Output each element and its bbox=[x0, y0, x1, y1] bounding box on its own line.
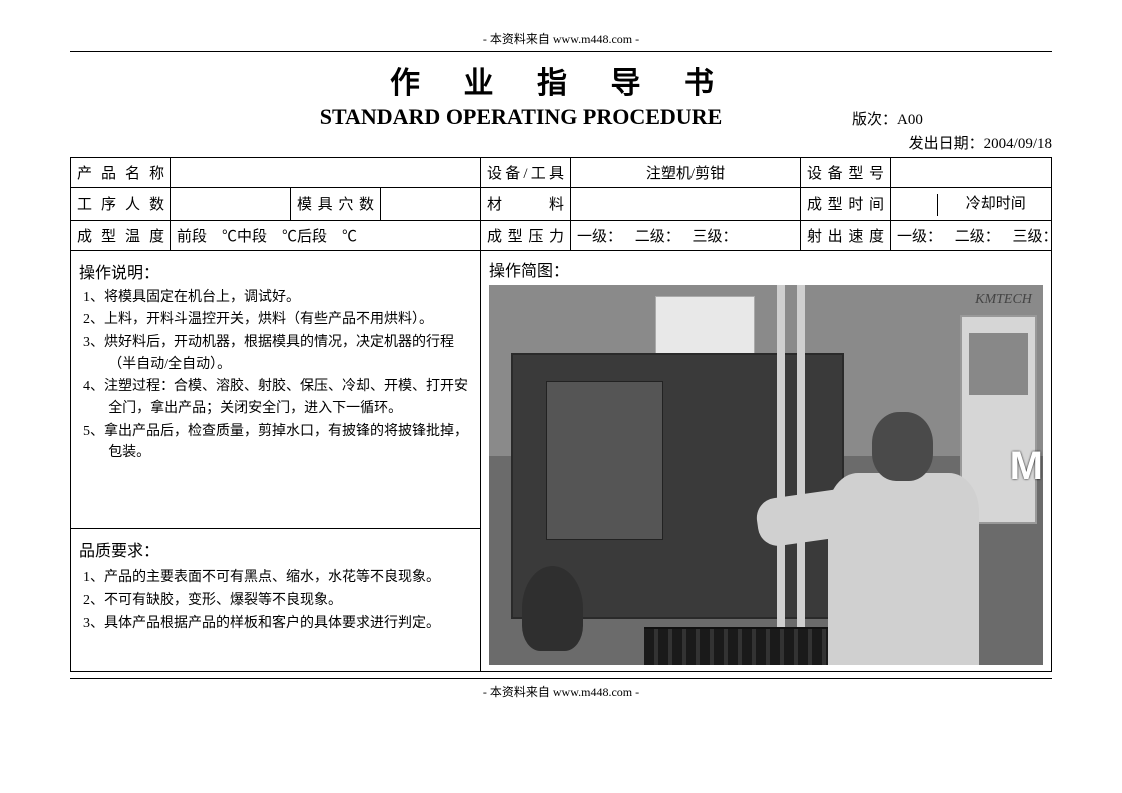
speed-l1: 一级： bbox=[897, 225, 951, 246]
product-name-value bbox=[171, 158, 481, 188]
equip-model-label: 设备型号 bbox=[801, 158, 891, 188]
quality-item: 2、不可有缺胶，变形、爆裂等不良现象。 bbox=[83, 590, 472, 612]
pressure-l1: 一级： bbox=[577, 225, 631, 246]
material-label: 材 料 bbox=[481, 188, 571, 221]
equipment-label: 设备/工具 bbox=[481, 158, 571, 188]
body-row: 操作说明： 1、将模具固定在机台上，调试好。 2、上料，开料斗温控开关，烘料（有… bbox=[71, 250, 1052, 529]
version-block: 版次：A00 bbox=[852, 108, 1052, 129]
pressure-l2: 二级： bbox=[635, 225, 689, 246]
instr-item: 5、拿出产品后，检查质量，剪掉水口，有披锋的将披锋批掉，包装。 bbox=[83, 421, 472, 464]
issue-value: 2004/09/18 bbox=[984, 136, 1052, 152]
pressure-levels: 一级： 二级： 三级： bbox=[571, 220, 801, 250]
cavity-value bbox=[381, 188, 481, 221]
machine-side-letter: M bbox=[1010, 444, 1043, 489]
issue-date-block: 发出日期：2004/09/18 bbox=[70, 132, 1052, 153]
pressure-l3: 三级： bbox=[693, 225, 747, 246]
diagram-label: 操作简图： bbox=[489, 257, 1043, 281]
quality-item: 1、产品的主要表面不可有黑点、缩水，水花等不良现象。 bbox=[83, 567, 472, 589]
issue-label: 发出日期： bbox=[909, 136, 984, 152]
speed-l2: 二级： bbox=[955, 225, 1009, 246]
version-label: 版次： bbox=[852, 112, 897, 128]
machine-brand: KMTECH bbox=[975, 292, 1032, 308]
quality-head: 品质要求： bbox=[79, 537, 472, 561]
instr-item: 1、将模具固定在机台上，调试好。 bbox=[83, 287, 472, 309]
instr-item: 4、注塑过程：合模、溶胶、射胶、保压、冷却、开模、打开安全门，拿出产品；关闭安全… bbox=[83, 376, 472, 419]
diagram-cell: 操作简图： KMTECH M bbox=[481, 250, 1052, 671]
workers-value bbox=[171, 188, 291, 221]
pressure-label: 成型压力 bbox=[481, 220, 571, 250]
quality-list: 1、产品的主要表面不可有黑点、缩水，水花等不良现象。 2、不可有缺胶，变形、爆裂… bbox=[79, 567, 472, 634]
product-name-label: 产品名称 bbox=[71, 158, 171, 188]
instr-item: 2、上料，开料斗温控开关，烘料（有些产品不用烘料）。 bbox=[83, 309, 472, 331]
temp-value: 前段 ℃中段 ℃后段 ℃ bbox=[171, 220, 481, 250]
equip-model-value bbox=[891, 158, 1052, 188]
speed-l3: 三级： bbox=[1013, 225, 1067, 246]
header-row-2: 工序人数 模具穴数 材 料 成型时间 冷却时间 bbox=[71, 188, 1052, 221]
sop-table: 产品名称 设备/工具 注塑机/剪钳 设备型号 工序人数 模具穴数 材 料 成型时… bbox=[70, 157, 1052, 672]
speed-levels: 一级： 二级： 三级： bbox=[891, 220, 1052, 250]
header-row-3: 成型温度 前段 ℃中段 ℃后段 ℃ 成型压力 一级： 二级： 三级： 射出速度 … bbox=[71, 220, 1052, 250]
instr-item: 3、烘好料后，开动机器，根据模具的情况，决定机器的行程（半自动/全自动）。 bbox=[83, 332, 472, 375]
operation-photo: KMTECH M bbox=[489, 285, 1043, 665]
equipment-value: 注塑机/剪钳 bbox=[571, 158, 801, 188]
quality-item: 3、具体产品根据产品的样板和客户的具体要求进行判定。 bbox=[83, 613, 472, 635]
source-footer: - 本资料来自 www.m448.com - bbox=[70, 678, 1052, 700]
source-header: - 本资料来自 www.m448.com - bbox=[70, 30, 1052, 52]
cool-time-label: 冷却时间 bbox=[966, 196, 1026, 212]
speed-label: 射出速度 bbox=[801, 220, 891, 250]
mold-time-label: 成型时间 bbox=[801, 188, 891, 221]
instructions-cell: 操作说明： 1、将模具固定在机台上，调试好。 2、上料，开料斗温控开关，烘料（有… bbox=[71, 250, 481, 529]
header-row-1: 产品名称 设备/工具 注塑机/剪钳 设备型号 bbox=[71, 158, 1052, 188]
temp-label: 成型温度 bbox=[71, 220, 171, 250]
title-chinese: 作 业 指 导 书 bbox=[70, 58, 1052, 102]
version-value: A00 bbox=[897, 112, 923, 128]
title-english: STANDARD OPERATING PROCEDURE bbox=[190, 104, 852, 130]
workers-label: 工序人数 bbox=[71, 188, 171, 221]
cavity-label: 模具穴数 bbox=[291, 188, 381, 221]
instructions-list: 1、将模具固定在机台上，调试好。 2、上料，开料斗温控开关，烘料（有些产品不用烘… bbox=[79, 287, 472, 465]
title-row: STANDARD OPERATING PROCEDURE 版次：A00 bbox=[70, 104, 1052, 130]
instructions-head: 操作说明： bbox=[79, 259, 472, 283]
material-value bbox=[571, 188, 801, 221]
quality-cell: 品质要求： 1、产品的主要表面不可有黑点、缩水，水花等不良现象。 2、不可有缺胶… bbox=[71, 529, 481, 671]
page: - 本资料来自 www.m448.com - 作 业 指 导 书 STANDAR… bbox=[0, 0, 1122, 793]
mold-cool-cell: 冷却时间 bbox=[891, 188, 1052, 221]
